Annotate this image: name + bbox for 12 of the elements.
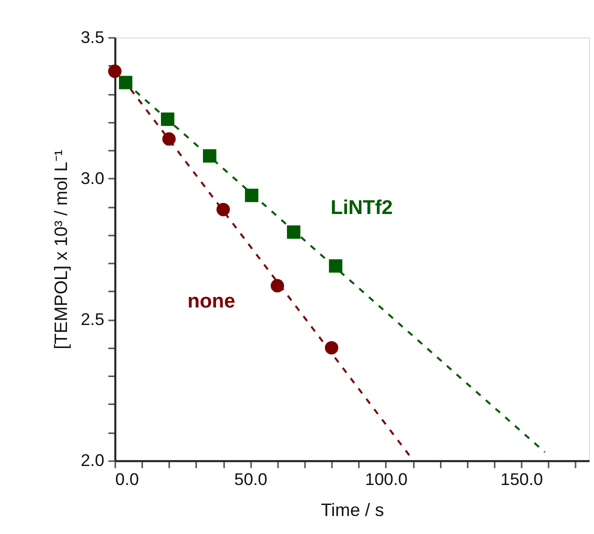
y-tick-label: 3.5 bbox=[80, 28, 104, 47]
x-axis-title: Time / s bbox=[320, 500, 384, 520]
y-tick-label: 3.0 bbox=[80, 168, 104, 188]
y-axis-title: [TEMPOL] x 10³ / mol L⁻¹ bbox=[50, 150, 71, 350]
x-tick-label: 50.0 bbox=[234, 470, 268, 490]
x-tick-label: 100.0 bbox=[365, 470, 408, 490]
series-label: none bbox=[188, 290, 236, 313]
y-tick-label: 2.5 bbox=[80, 310, 104, 330]
x-tick-label: 0.0 bbox=[115, 470, 139, 490]
series-label: LiNTf2 bbox=[330, 197, 393, 220]
y-tick-label: 2.0 bbox=[80, 451, 104, 470]
x-tick-label: 150.0 bbox=[500, 470, 543, 490]
